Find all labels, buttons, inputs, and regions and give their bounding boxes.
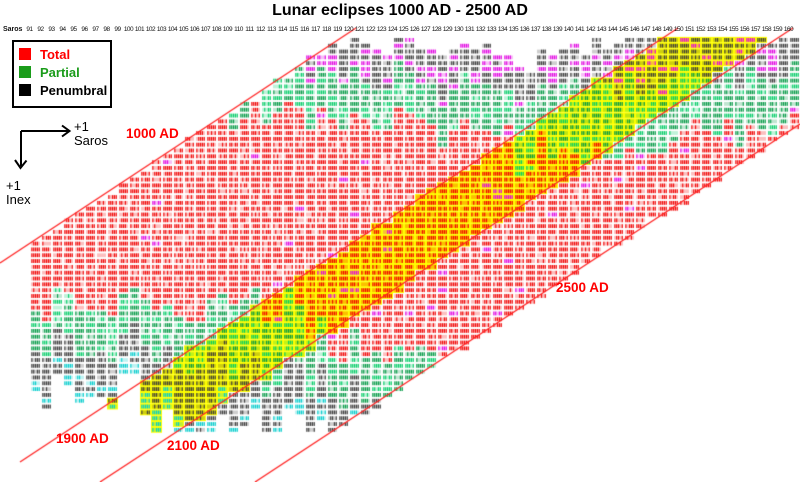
saros-axis-number: 95 bbox=[70, 26, 77, 33]
saros-axis-number: 111 bbox=[245, 26, 254, 33]
saros-axis-number: 102 bbox=[145, 26, 156, 33]
saros-axis-number: 128 bbox=[431, 26, 442, 33]
saros-axis-number: 112 bbox=[256, 26, 265, 33]
saros-axis-number: 108 bbox=[211, 26, 222, 33]
saros-axis-number: 158 bbox=[761, 26, 772, 33]
legend-label-partial: Partial bbox=[40, 65, 80, 80]
saros-axis-number: 99 bbox=[114, 26, 121, 33]
saros-axis-number: 134 bbox=[497, 26, 508, 33]
saros-axis-number: 131 bbox=[464, 26, 475, 33]
saros-axis-number: 114 bbox=[278, 26, 287, 33]
saros-axis-number: 156 bbox=[739, 26, 750, 33]
saros-inex-direction-icon bbox=[14, 124, 72, 170]
saros-axis-number: 153 bbox=[706, 26, 717, 33]
saros-axis-number: 126 bbox=[409, 26, 420, 33]
year-label-1900: 1900 AD bbox=[56, 431, 109, 446]
total-swatch bbox=[19, 48, 31, 60]
saros-axis-number: 119 bbox=[333, 26, 342, 33]
saros-axis-number: 97 bbox=[92, 26, 99, 33]
saros-axis-number: 100 bbox=[123, 26, 134, 33]
year-label-2500: 2500 AD bbox=[556, 280, 609, 295]
plus-one-inex-label: +1 Inex bbox=[6, 178, 31, 207]
partial-swatch bbox=[19, 66, 31, 78]
saros-axis-number: 146 bbox=[629, 26, 640, 33]
saros-axis-number: 155 bbox=[728, 26, 739, 33]
saros-axis-number: 159 bbox=[772, 26, 783, 33]
saros-axis-number: 149 bbox=[662, 26, 673, 33]
saros-axis-number: 138 bbox=[541, 26, 552, 33]
saros-axis-number: 93 bbox=[48, 26, 55, 33]
saros-axis-number: 120 bbox=[343, 26, 354, 33]
saros-axis-number: 98 bbox=[103, 26, 110, 33]
saros-axis-number: 139 bbox=[552, 26, 563, 33]
penumbral-swatch bbox=[19, 84, 31, 96]
saros-axis-number: 133 bbox=[486, 26, 497, 33]
saros-axis-number: 135 bbox=[508, 26, 519, 33]
saros-axis-number: 123 bbox=[376, 26, 387, 33]
saros-axis-number: 106 bbox=[189, 26, 200, 33]
saros-axis-number: 109 bbox=[222, 26, 233, 33]
legend-label-total: Total bbox=[40, 47, 71, 62]
saros-axis-number: 144 bbox=[607, 26, 618, 33]
saros-axis-number: 121 bbox=[354, 26, 365, 33]
saros-axis-number: 145 bbox=[618, 26, 629, 33]
saros-axis-number: 160 bbox=[783, 26, 794, 33]
saros-axis-number: 152 bbox=[695, 26, 706, 33]
saros-axis-number: 125 bbox=[398, 26, 409, 33]
saros-axis-number: 137 bbox=[530, 26, 541, 33]
saros-axis-number: 116 bbox=[300, 26, 309, 33]
plus-one-saros-label: +1 Saros bbox=[74, 119, 108, 148]
saros-axis-number: 103 bbox=[156, 26, 167, 33]
saros-axis-number: 94 bbox=[59, 26, 66, 33]
legend-box: Total Partial Penumbral bbox=[12, 40, 112, 108]
saros-axis-number: 122 bbox=[365, 26, 376, 33]
saros-axis-number: 91 bbox=[26, 26, 33, 33]
chart-title: Lunar eclipses 1000 AD - 2500 AD bbox=[272, 2, 528, 19]
saros-axis-number: 107 bbox=[200, 26, 211, 33]
saros-axis-number: 92 bbox=[37, 26, 44, 33]
saros-axis-number: 157 bbox=[750, 26, 761, 33]
saros-axis-number: 110 bbox=[234, 26, 243, 33]
saros-axis-number: 141 bbox=[574, 26, 585, 33]
saros-axis-number: 96 bbox=[81, 26, 88, 33]
saros-axis-number: 124 bbox=[387, 26, 398, 33]
saros-axis-number: 136 bbox=[519, 26, 530, 33]
saros-axis-number: 104 bbox=[167, 26, 178, 33]
year-label-2100: 2100 AD bbox=[167, 438, 220, 453]
saros-axis-number: 118 bbox=[322, 26, 331, 33]
legend-label-penumbral: Penumbral bbox=[40, 83, 108, 98]
saros-axis-number: 148 bbox=[651, 26, 662, 33]
saros-axis-number: 140 bbox=[563, 26, 574, 33]
saros-axis-number: 132 bbox=[475, 26, 486, 33]
saros-axis-number: 129 bbox=[442, 26, 453, 33]
saros-axis-label: Saros bbox=[3, 26, 23, 33]
saros-axis-number: 147 bbox=[640, 26, 651, 33]
saros-axis-number: 143 bbox=[596, 26, 607, 33]
saros-axis-number: 105 bbox=[178, 26, 189, 33]
saros-axis-number: 115 bbox=[289, 26, 298, 33]
year-label-1000: 1000 AD bbox=[126, 126, 179, 141]
saros-axis-number: 150 bbox=[673, 26, 684, 33]
saros-axis-number: 142 bbox=[585, 26, 596, 33]
saros-axis-number: 154 bbox=[717, 26, 728, 33]
saros-axis-number: 130 bbox=[453, 26, 464, 33]
saros-axis-number: 101 bbox=[134, 26, 145, 33]
saros-axis-number: 117 bbox=[311, 26, 320, 33]
saros-axis-number: 151 bbox=[684, 26, 695, 33]
saros-axis-number: 127 bbox=[420, 26, 431, 33]
saros-axis-number: 113 bbox=[267, 26, 276, 33]
